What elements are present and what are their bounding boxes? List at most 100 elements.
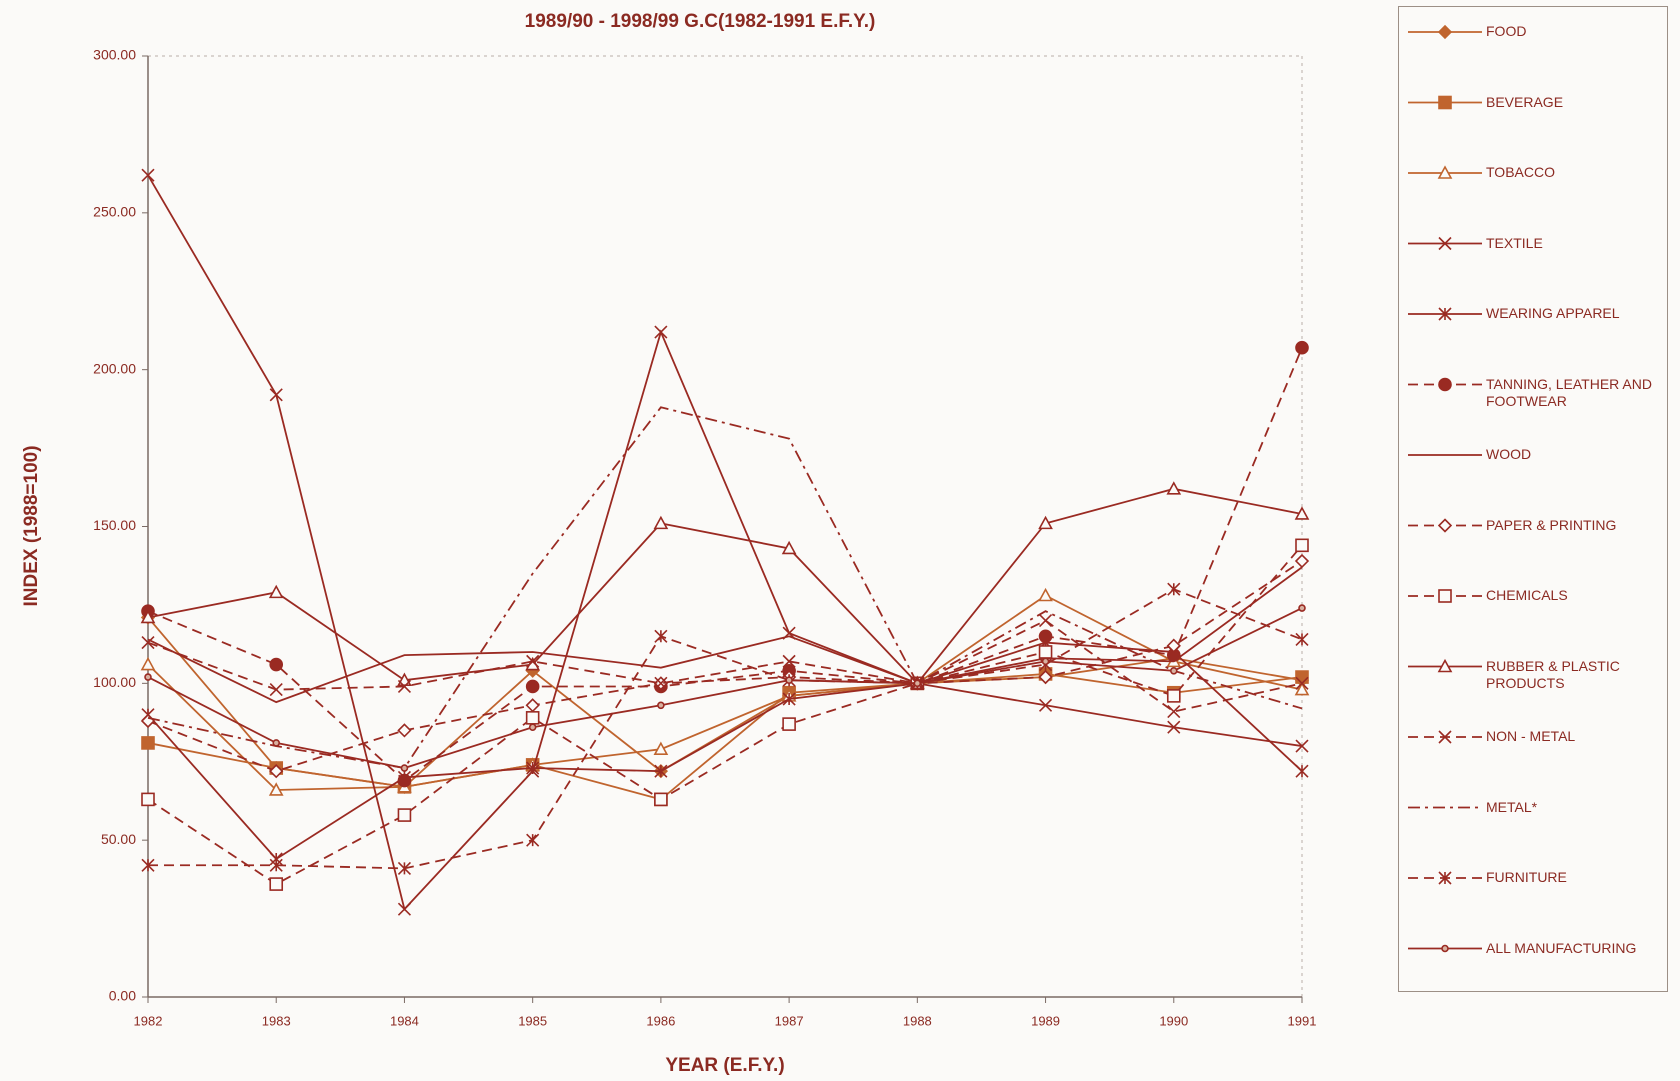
legend-label: WEARING APPAREL bbox=[1486, 305, 1620, 321]
series-line bbox=[147, 406, 1303, 770]
data-point bbox=[1038, 669, 1053, 685]
data-point bbox=[1294, 681, 1310, 696]
data-point bbox=[526, 761, 540, 775]
legend-label: CHEMICALS bbox=[1486, 587, 1568, 603]
series-line bbox=[147, 174, 1303, 912]
data-point bbox=[1295, 632, 1309, 646]
data-point bbox=[525, 698, 540, 713]
y-tick-label: 300.00 bbox=[93, 47, 136, 63]
legend-label: TEXTILE bbox=[1486, 234, 1543, 251]
data-point bbox=[1295, 670, 1309, 684]
data-point bbox=[1167, 582, 1181, 596]
data-point bbox=[140, 609, 156, 624]
data-point bbox=[528, 723, 537, 732]
legend-label: BEVERAGE bbox=[1486, 93, 1564, 110]
data-point bbox=[269, 764, 284, 779]
data-point bbox=[1294, 553, 1310, 569]
data-point bbox=[1295, 340, 1309, 355]
data-point bbox=[141, 792, 155, 807]
data-point bbox=[525, 711, 540, 725]
x-tick-label: 1987 bbox=[775, 1013, 804, 1028]
data-point bbox=[913, 679, 922, 688]
series-line bbox=[147, 487, 1303, 685]
y-tick-label: 250.00 bbox=[93, 204, 136, 220]
data-point bbox=[526, 833, 540, 847]
x-tick-label: 1983 bbox=[262, 1013, 291, 1028]
x-tick-label: 1990 bbox=[1159, 1013, 1188, 1028]
series-line bbox=[147, 566, 1303, 704]
data-point bbox=[397, 861, 412, 875]
series-line bbox=[147, 607, 1303, 769]
data-point bbox=[141, 736, 155, 750]
y-tick-label: 50.00 bbox=[101, 831, 136, 847]
data-point bbox=[269, 388, 283, 402]
data-point bbox=[141, 168, 155, 182]
legend-marker bbox=[1438, 871, 1452, 885]
data-point bbox=[785, 676, 793, 684]
data-point bbox=[1038, 698, 1053, 712]
data-point bbox=[1295, 676, 1309, 690]
series-line bbox=[147, 594, 1303, 791]
legend-label: NON - METAL bbox=[1486, 728, 1576, 744]
series-line bbox=[147, 544, 1303, 886]
data-point bbox=[782, 717, 796, 731]
y-tick-label: 150.00 bbox=[93, 517, 136, 533]
legend-marker bbox=[1438, 307, 1452, 321]
legend-label: TANNING, LEATHER AND FOOTWEAR bbox=[1486, 375, 1652, 409]
data-point bbox=[1167, 720, 1181, 734]
x-tick-label: 1988 bbox=[903, 1013, 932, 1028]
data-point bbox=[140, 656, 156, 671]
data-point bbox=[400, 764, 409, 772]
data-point bbox=[657, 701, 665, 710]
data-point bbox=[1038, 515, 1053, 530]
x-tick-label: 1984 bbox=[390, 1013, 419, 1028]
data-point bbox=[1295, 739, 1309, 753]
data-point bbox=[1166, 638, 1181, 653]
legend-label: WOOD bbox=[1486, 446, 1532, 462]
data-point bbox=[1041, 657, 1050, 666]
x-tick-label: 1986 bbox=[646, 1013, 675, 1028]
data-point bbox=[1294, 506, 1310, 520]
legend-marker bbox=[1437, 24, 1453, 40]
legend-marker bbox=[1438, 236, 1452, 251]
data-point bbox=[1038, 629, 1053, 644]
legend-label: METAL* bbox=[1486, 798, 1538, 815]
legend-marker bbox=[1438, 589, 1452, 603]
legend-marker bbox=[1437, 658, 1453, 673]
series-line bbox=[147, 619, 1303, 713]
data-point bbox=[397, 773, 412, 788]
data-point bbox=[1167, 704, 1181, 719]
data-point bbox=[1295, 764, 1309, 778]
data-point bbox=[1169, 666, 1178, 675]
legend-label: PAPER & PRINTING bbox=[1486, 516, 1617, 533]
data-point bbox=[272, 739, 281, 747]
data-point bbox=[397, 808, 412, 822]
data-point bbox=[782, 654, 796, 668]
data-point bbox=[269, 683, 283, 697]
legend bbox=[1398, 6, 1668, 992]
data-point bbox=[397, 679, 412, 694]
y-tick-label: 200.00 bbox=[93, 360, 136, 376]
series-line bbox=[147, 673, 1303, 801]
data-point bbox=[1295, 538, 1309, 553]
x-tick-label: 1985 bbox=[518, 1013, 547, 1028]
legend-marker bbox=[1438, 95, 1452, 110]
legend-label: TOBACCO bbox=[1486, 164, 1555, 180]
data-point bbox=[654, 629, 668, 643]
y-axis-label: INDEX (1988=100) bbox=[21, 445, 42, 606]
data-point bbox=[782, 692, 796, 706]
data-point bbox=[397, 902, 412, 916]
data-point bbox=[653, 741, 669, 756]
legend-label: ALL MANUFACTURING bbox=[1486, 939, 1637, 956]
data-point bbox=[654, 792, 668, 807]
legend-label: RUBBER & PLASTIC PRODUCTS bbox=[1486, 657, 1620, 691]
data-point bbox=[269, 657, 284, 672]
data-point bbox=[781, 540, 797, 555]
data-point bbox=[654, 764, 668, 778]
data-point bbox=[268, 584, 284, 599]
data-point bbox=[140, 713, 156, 729]
x-tick-label: 1982 bbox=[134, 1013, 163, 1028]
data-point bbox=[397, 723, 412, 738]
